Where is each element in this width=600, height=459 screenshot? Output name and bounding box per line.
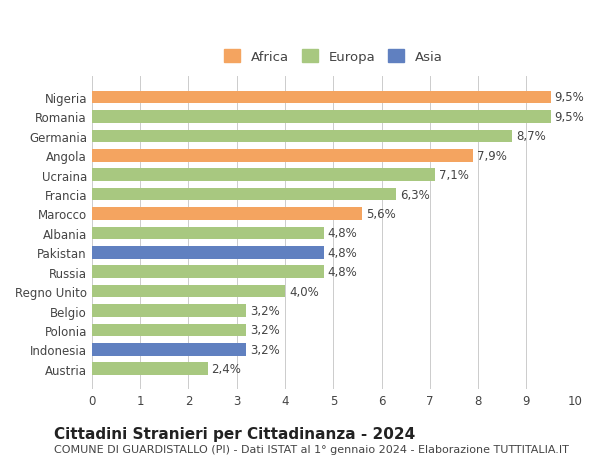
Text: 4,0%: 4,0% bbox=[289, 285, 319, 298]
Bar bbox=[92, 208, 362, 220]
Bar bbox=[92, 227, 323, 240]
Text: 8,7%: 8,7% bbox=[516, 130, 545, 143]
Bar bbox=[92, 266, 323, 279]
Bar bbox=[92, 111, 551, 123]
Text: 5,6%: 5,6% bbox=[366, 207, 396, 220]
Bar bbox=[92, 91, 551, 104]
Text: 3,2%: 3,2% bbox=[250, 324, 280, 337]
Text: 4,8%: 4,8% bbox=[328, 246, 357, 259]
Bar bbox=[92, 305, 247, 317]
Text: 9,5%: 9,5% bbox=[554, 111, 584, 123]
Text: 6,3%: 6,3% bbox=[400, 188, 430, 201]
Text: COMUNE DI GUARDISTALLO (PI) - Dati ISTAT al 1° gennaio 2024 - Elaborazione TUTTI: COMUNE DI GUARDISTALLO (PI) - Dati ISTAT… bbox=[54, 444, 569, 454]
Bar bbox=[92, 246, 323, 259]
Bar bbox=[92, 150, 473, 162]
Bar bbox=[92, 169, 435, 182]
Text: 7,9%: 7,9% bbox=[477, 149, 507, 162]
Text: Cittadini Stranieri per Cittadinanza - 2024: Cittadini Stranieri per Cittadinanza - 2… bbox=[54, 425, 415, 441]
Text: 7,1%: 7,1% bbox=[439, 169, 469, 182]
Bar bbox=[92, 324, 247, 336]
Legend: Africa, Europa, Asia: Africa, Europa, Asia bbox=[218, 43, 449, 71]
Bar bbox=[92, 188, 396, 201]
Text: 4,8%: 4,8% bbox=[328, 227, 357, 240]
Bar bbox=[92, 363, 208, 375]
Text: 9,5%: 9,5% bbox=[554, 91, 584, 104]
Bar bbox=[92, 343, 247, 356]
Text: 2,4%: 2,4% bbox=[212, 363, 241, 375]
Bar bbox=[92, 285, 285, 298]
Text: 3,2%: 3,2% bbox=[250, 304, 280, 317]
Text: 3,2%: 3,2% bbox=[250, 343, 280, 356]
Bar bbox=[92, 130, 512, 143]
Text: 4,8%: 4,8% bbox=[328, 266, 357, 279]
